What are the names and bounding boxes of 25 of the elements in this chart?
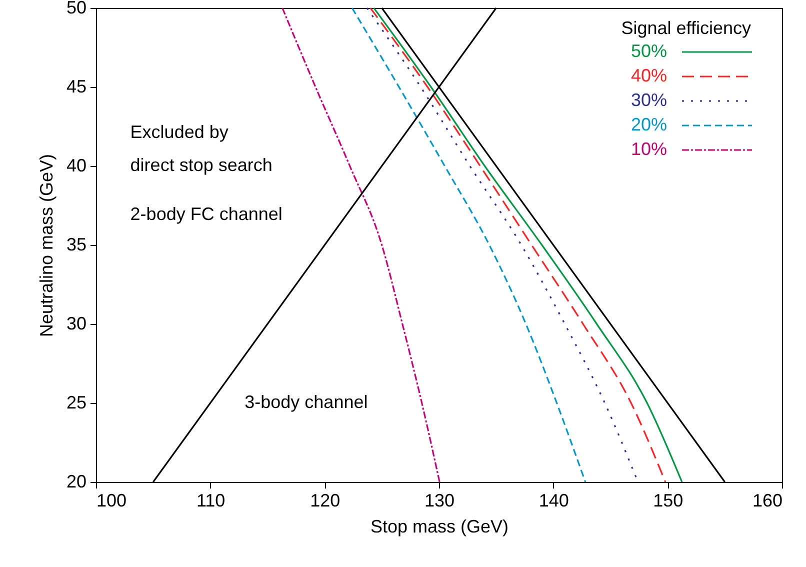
x-tick-label: 110 (196, 490, 226, 510)
annotation: 3-body channel (244, 392, 368, 412)
legend-label: 10% (630, 139, 667, 159)
y-tick-label: 30 (66, 314, 86, 334)
y-tick-label: 45 (66, 76, 86, 96)
x-axis-title: Stop mass (GeV) (370, 516, 509, 536)
x-tick-label: 130 (424, 490, 455, 510)
x-tick-label: 140 (538, 490, 569, 510)
y-axis-title: Neutralino mass (GeV) (36, 154, 56, 338)
annotation: 2-body FC channel (130, 204, 282, 224)
y-tick-label: 25 (66, 392, 86, 412)
legend-label: 30% (630, 90, 667, 110)
y-tick-label: 20 (66, 472, 86, 492)
x-tick-label: 150 (653, 490, 684, 510)
y-tick-label: 40 (66, 156, 86, 176)
legend-label: 40% (630, 66, 667, 86)
legend-label: 20% (630, 114, 667, 134)
x-tick-label: 100 (96, 490, 127, 510)
x-tick-label: 160 (752, 490, 782, 510)
legend-title: Signal efficiency (621, 18, 751, 38)
y-tick-label: 35 (66, 234, 86, 254)
y-tick-label: 50 (66, 0, 86, 18)
annotation: Excluded by direct stop search (130, 122, 272, 175)
legend-label: 50% (630, 41, 667, 61)
x-tick-label: 120 (310, 490, 340, 510)
